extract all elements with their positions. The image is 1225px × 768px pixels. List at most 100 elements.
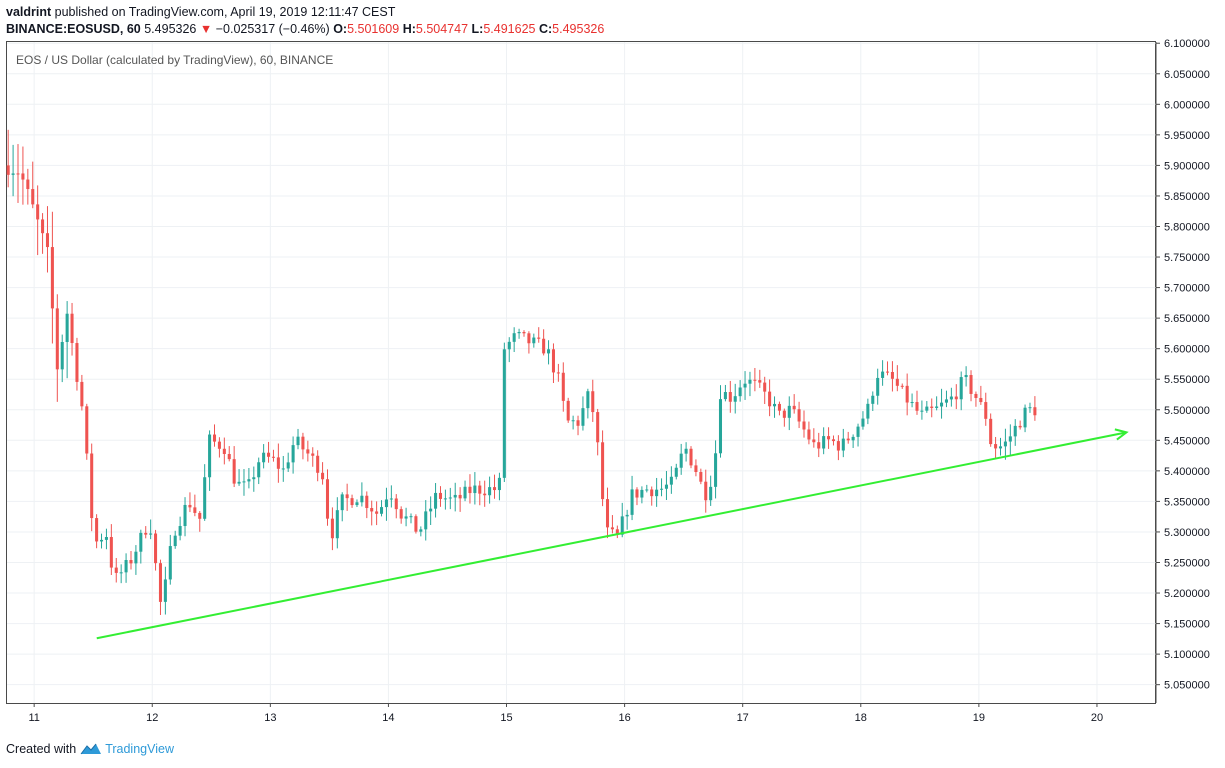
candle-down bbox=[267, 452, 271, 457]
candle-down bbox=[75, 343, 79, 382]
candle-up bbox=[99, 539, 104, 542]
candle-down bbox=[704, 481, 708, 501]
candle-down bbox=[311, 453, 315, 456]
trendline-arrow-icon bbox=[1114, 428, 1129, 441]
candle-up bbox=[453, 494, 457, 498]
candle-up bbox=[360, 495, 364, 503]
publish-info: valdrint published on TradingView.com, A… bbox=[6, 5, 395, 19]
candle-down bbox=[414, 516, 418, 532]
candle-up bbox=[547, 349, 551, 354]
candle-down bbox=[596, 412, 600, 443]
candle-down bbox=[576, 420, 580, 426]
ohlc-bar: BINANCE:EOSUSD, 60 5.495326 ▼ −0.025317 … bbox=[6, 22, 604, 36]
candle-up bbox=[247, 479, 251, 482]
candle-down bbox=[807, 429, 811, 440]
tradingview-brand: TradingView bbox=[105, 742, 174, 756]
candle-up bbox=[173, 535, 177, 547]
price-tick-label: 5.250000 bbox=[1164, 557, 1210, 569]
candle-down bbox=[969, 375, 973, 394]
time-tick-label: 13 bbox=[264, 712, 276, 724]
candle-down bbox=[542, 338, 546, 354]
candle-up bbox=[286, 462, 290, 469]
candle-up bbox=[281, 468, 285, 470]
candle-down bbox=[50, 247, 54, 309]
close-value: 5.495326 bbox=[552, 22, 605, 36]
candle-up bbox=[949, 396, 953, 400]
candle-up bbox=[104, 537, 108, 540]
created-with-label: Created with bbox=[6, 742, 77, 756]
candle-down bbox=[591, 391, 595, 413]
time-tick-label: 12 bbox=[146, 712, 158, 724]
candle-down bbox=[468, 486, 472, 494]
candle-up bbox=[335, 510, 339, 539]
candle-down bbox=[915, 402, 919, 411]
candle-down bbox=[483, 493, 487, 496]
candle-down bbox=[350, 498, 354, 506]
price-tick-label: 5.650000 bbox=[1164, 313, 1210, 325]
price-tick-label: 6.000000 bbox=[1164, 99, 1210, 111]
price-tick-label: 5.850000 bbox=[1164, 191, 1210, 203]
candle-up bbox=[134, 551, 138, 564]
price-axis[interactable]: 6.100000 6.050000 6.000000 5.950000 5.900000… bbox=[1155, 38, 1210, 703]
candle-up bbox=[645, 489, 649, 491]
candle-up bbox=[856, 426, 860, 437]
candle-up bbox=[841, 438, 845, 451]
time-axis[interactable]: 11 12 13 14 15 16 17 18 19 20 bbox=[28, 703, 1103, 724]
chart-legend: EOS / US Dollar (calculated by TradingVi… bbox=[16, 53, 334, 67]
open-value: 5.501609 bbox=[347, 22, 400, 36]
candle-down bbox=[797, 409, 801, 422]
candle-down bbox=[26, 179, 30, 190]
candle-up bbox=[497, 477, 501, 491]
time-tick-label: 17 bbox=[737, 712, 749, 724]
candle-up bbox=[257, 462, 261, 478]
time-tick-label: 20 bbox=[1091, 712, 1103, 724]
candle-up bbox=[419, 529, 423, 532]
candle-up bbox=[434, 492, 438, 509]
candle-down bbox=[109, 537, 113, 568]
candle-up bbox=[571, 420, 575, 422]
candle-up bbox=[119, 572, 123, 574]
candle-down bbox=[114, 567, 118, 573]
candle-up bbox=[473, 485, 477, 494]
tradingview-logo[interactable]: TradingView bbox=[80, 742, 174, 756]
candle-up bbox=[920, 410, 924, 412]
candle-down bbox=[753, 379, 757, 381]
candle-up bbox=[822, 436, 826, 449]
trendline[interactable] bbox=[96, 428, 1129, 640]
time-tick-label: 19 bbox=[973, 712, 985, 724]
candle-down bbox=[21, 173, 25, 180]
candle-down bbox=[566, 400, 570, 421]
candle-down bbox=[222, 448, 226, 454]
candle-up bbox=[65, 313, 69, 342]
candle-down bbox=[271, 456, 275, 458]
author-name[interactable]: valdrint bbox=[6, 5, 52, 19]
candle-down bbox=[188, 504, 192, 508]
candle-down bbox=[728, 392, 732, 402]
candle-down bbox=[325, 479, 330, 519]
candle-down bbox=[605, 499, 610, 528]
candle-up bbox=[709, 486, 713, 501]
candle-up bbox=[443, 498, 447, 500]
price-tick-label: 5.400000 bbox=[1164, 466, 1210, 478]
candle-up bbox=[178, 526, 182, 536]
candle-up bbox=[935, 406, 939, 408]
trendline-line bbox=[96, 431, 1127, 640]
candle-up bbox=[866, 403, 870, 419]
candle-up bbox=[124, 560, 128, 573]
candle-down bbox=[330, 518, 334, 539]
price-tick-label: 5.550000 bbox=[1164, 374, 1210, 386]
candle-down bbox=[16, 173, 20, 175]
candle-up bbox=[718, 399, 723, 454]
candle-down bbox=[890, 371, 894, 379]
candle-up bbox=[851, 436, 855, 441]
price-tick-label: 5.500000 bbox=[1164, 405, 1210, 417]
candle-down bbox=[55, 308, 59, 370]
candle-down bbox=[537, 337, 541, 339]
candle-up bbox=[738, 387, 742, 397]
candle-down bbox=[979, 397, 983, 403]
candle-up bbox=[517, 332, 521, 334]
candle-down bbox=[6, 165, 10, 175]
price-tick-label: 5.100000 bbox=[1164, 649, 1210, 661]
candle-down bbox=[306, 449, 310, 454]
